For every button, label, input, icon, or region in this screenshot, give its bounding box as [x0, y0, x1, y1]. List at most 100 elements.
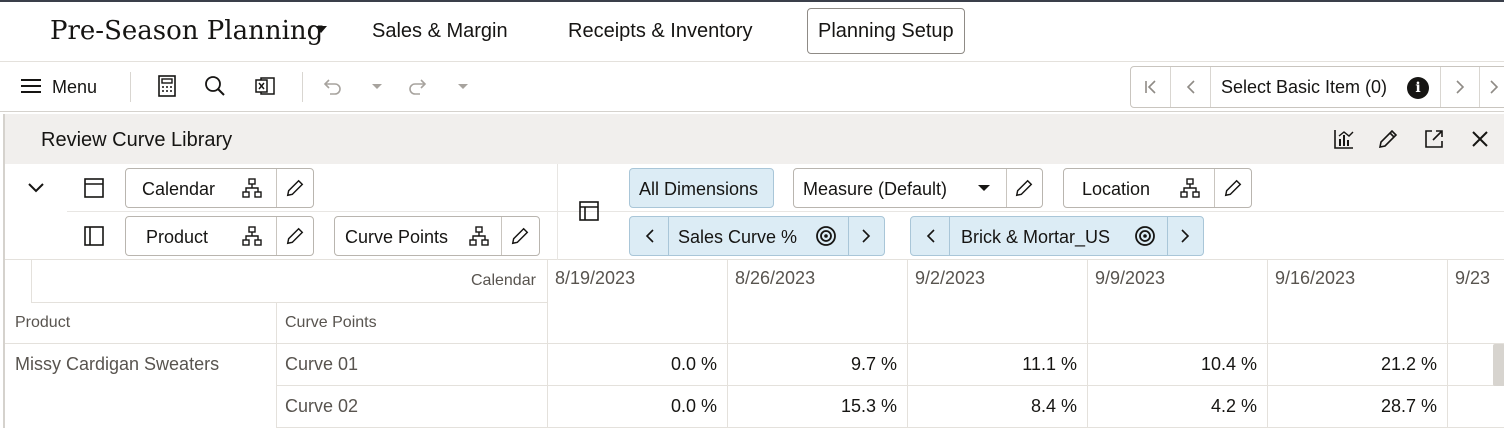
edit-icon[interactable]	[283, 224, 307, 248]
product-row-label[interactable]: Missy Cardigan Sweaters	[15, 354, 220, 374]
chevron-down-icon[interactable]	[972, 176, 996, 200]
edit-icon[interactable]	[508, 224, 532, 248]
target-icon[interactable]	[814, 224, 838, 248]
tab-sales-margin[interactable]: Sales & Margin	[372, 20, 508, 42]
redo-icon[interactable]	[405, 73, 431, 99]
product-dimension-chip[interactable]: Product	[125, 216, 314, 256]
close-icon[interactable]	[1467, 126, 1493, 152]
row-divider	[67, 211, 557, 212]
menu-button[interactable]: Menu	[52, 77, 98, 97]
chip-divider	[1006, 169, 1007, 207]
measure-selector: Sales Curve %	[629, 216, 885, 256]
last-page-icon[interactable]	[1480, 67, 1504, 107]
edit-icon[interactable]	[1221, 176, 1245, 200]
curve-points-column-header[interactable]: Curve Points	[285, 314, 377, 331]
hierarchy-icon[interactable]	[240, 224, 264, 248]
page-layout-icon[interactable]	[576, 198, 602, 224]
hierarchy-icon[interactable]	[240, 176, 264, 200]
hierarchy-icon[interactable]	[467, 224, 491, 248]
measure-value-label: Sales Curve %	[678, 227, 798, 247]
previous-page-icon[interactable]	[1171, 67, 1211, 107]
data-grid: Calendar 8/19/2023 8/26/2023 9/2/2023 9/…	[5, 260, 1504, 428]
date-column-header[interactable]: 9/2/2023	[915, 268, 986, 288]
grid-line	[276, 302, 277, 428]
previous-measure-icon[interactable]	[638, 224, 662, 248]
undo-icon[interactable]	[319, 73, 345, 99]
redo-dropdown-icon[interactable]	[450, 73, 476, 99]
previous-location-icon[interactable]	[919, 224, 943, 248]
undo-dropdown-icon[interactable]	[364, 73, 390, 99]
edit-icon[interactable]	[1012, 176, 1036, 200]
grid-line	[276, 385, 1504, 386]
item-pager: Select Basic Item (0) i	[1130, 66, 1504, 108]
measure-chip-label: Measure (Default)	[803, 179, 948, 199]
edit-icon[interactable]	[1375, 126, 1401, 152]
calendar-chip-label: Calendar	[142, 179, 216, 199]
data-cell[interactable]: 10.4 %	[1200, 354, 1257, 374]
curve-row-label[interactable]: Curve 02	[285, 396, 359, 416]
column-layout-icon[interactable]	[81, 175, 107, 201]
date-column-header[interactable]: 8/26/2023	[735, 268, 816, 288]
calendar-dimension-chip[interactable]: Calendar	[125, 168, 314, 208]
chip-divider	[276, 169, 277, 207]
date-column-header[interactable]: 9/9/2023	[1095, 268, 1166, 288]
search-icon[interactable]	[202, 73, 228, 99]
curve-row-label[interactable]: Curve 01	[285, 354, 359, 374]
chevron-down-icon[interactable]	[315, 26, 327, 33]
panel-title: Review Curve Library	[41, 129, 233, 151]
data-cell[interactable]: 15.3 %	[840, 396, 897, 416]
chart-icon[interactable]	[1331, 126, 1357, 152]
chip-divider	[1167, 217, 1168, 255]
data-cell[interactable]: 0.0 %	[670, 354, 717, 374]
tab-receipts-inventory[interactable]: Receipts & Inventory	[568, 20, 753, 42]
chip-divider	[1214, 169, 1215, 207]
target-icon[interactable]	[1133, 224, 1157, 248]
grid-line	[547, 260, 548, 428]
date-column-header[interactable]: 9/23	[1455, 268, 1491, 288]
location-value-label: Brick & Mortar_US	[961, 227, 1111, 247]
data-cell[interactable]: 8.4 %	[1030, 396, 1077, 416]
app-title[interactable]: Pre-Season Planning	[50, 16, 324, 46]
grid-line	[727, 260, 728, 428]
grid-line	[31, 260, 32, 302]
collapse-chevron-icon[interactable]	[23, 175, 49, 201]
vertical-scrollbar[interactable]	[1493, 344, 1504, 386]
data-cell[interactable]: 4.2 %	[1210, 396, 1257, 416]
hamburger-menu-icon[interactable]	[18, 73, 44, 99]
toolbar-divider	[130, 72, 131, 102]
excel-icon[interactable]	[252, 73, 278, 99]
calculator-icon[interactable]	[154, 73, 180, 99]
location-dimension-chip[interactable]: Location	[1063, 168, 1252, 208]
data-cell[interactable]: 21.2 %	[1380, 354, 1437, 374]
date-column-header[interactable]: 8/19/2023	[555, 268, 636, 288]
hierarchy-icon[interactable]	[1178, 176, 1202, 200]
calendar-axis-label: Calendar	[471, 272, 536, 289]
data-cell[interactable]: 0.0 %	[670, 396, 717, 416]
select-basic-item-label[interactable]: Select Basic Item (0)	[1221, 77, 1388, 97]
all-dimensions-chip[interactable]: All Dimensions	[629, 168, 774, 208]
curve-points-dimension-chip[interactable]: Curve Points	[334, 216, 540, 256]
grid-line	[1087, 260, 1088, 428]
edit-icon[interactable]	[283, 176, 307, 200]
curve-points-chip-label: Curve Points	[345, 227, 449, 247]
grid-line	[5, 343, 1504, 344]
expand-icon[interactable]	[1421, 126, 1447, 152]
data-cell[interactable]: 28.7 %	[1380, 396, 1437, 416]
chip-divider	[501, 217, 502, 255]
product-column-header[interactable]: Product	[15, 314, 71, 331]
date-column-header[interactable]: 9/16/2023	[1275, 268, 1356, 288]
product-chip-label: Product	[146, 227, 209, 247]
row-layout-icon[interactable]	[81, 223, 107, 249]
first-page-icon[interactable]	[1131, 67, 1171, 107]
data-cell[interactable]: 9.7 %	[850, 354, 897, 374]
next-page-icon[interactable]	[1440, 67, 1480, 107]
location-selector: Brick & Mortar_US	[910, 216, 1204, 256]
measure-dimension-chip[interactable]: Measure (Default)	[793, 168, 1043, 208]
app-bar: Pre-Season Planning Sales & Margin Recei…	[0, 2, 1504, 62]
next-location-icon[interactable]	[1173, 224, 1197, 248]
next-measure-icon[interactable]	[854, 224, 878, 248]
data-cell[interactable]: 11.1 %	[1022, 354, 1077, 374]
review-curve-library-panel: Review Curve Library Calendar	[3, 114, 1504, 428]
tab-planning-setup[interactable]: Planning Setup	[807, 8, 965, 54]
info-icon[interactable]: i	[1407, 77, 1429, 99]
